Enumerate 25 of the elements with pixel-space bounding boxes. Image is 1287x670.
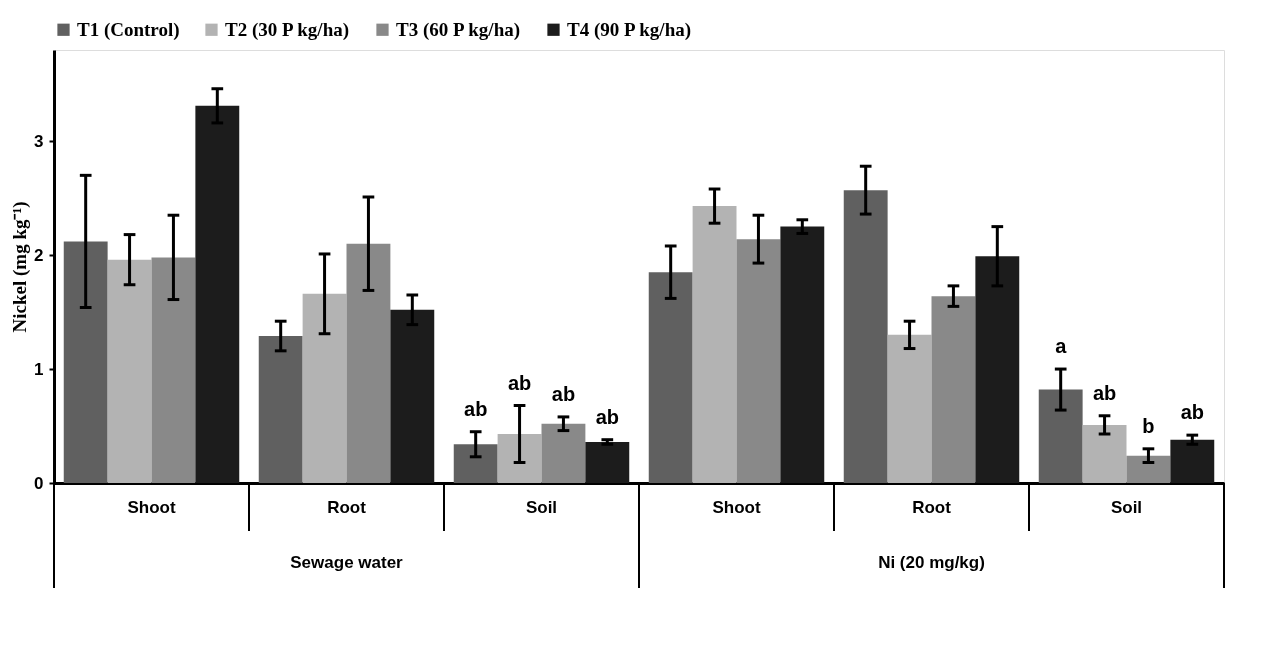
y-tick-label: 0 [34, 473, 44, 493]
x-tick-label: Root [327, 498, 367, 517]
legend-label: T1 (Control) [77, 18, 180, 41]
x-tick-label: Root [912, 498, 952, 517]
data-label: ab [1092, 381, 1117, 404]
legend-label: T4 (90 P kg/ha) [567, 18, 692, 41]
text: Ni (20 mg/kg) [878, 553, 985, 572]
y-axis-title: Nickel (mg kg⁻¹) [9, 201, 32, 333]
x-tick-label: Shoot [712, 498, 761, 517]
data-label: ab [507, 371, 532, 394]
text: Sewage water [290, 553, 404, 572]
legend-label: T2 (30 P kg/ha) [225, 18, 350, 41]
data-label: ab [1180, 401, 1204, 424]
x-tick-label: Soil [525, 498, 558, 517]
y-tick-label: 3 [34, 131, 44, 151]
x-tick-label: Shoot [127, 498, 176, 517]
y-tick-label: 2 [34, 245, 44, 265]
data-label: ab [595, 405, 619, 428]
data-label: b [1142, 414, 1155, 437]
x-tick-label: Soil [1110, 498, 1143, 517]
data-label: ab [551, 382, 576, 405]
data-label: a [1055, 335, 1068, 358]
y-tick-label: 1 [34, 359, 44, 379]
data-label: ab [464, 397, 488, 420]
legend-label: T3 (60 P kg/ha) [396, 18, 521, 41]
